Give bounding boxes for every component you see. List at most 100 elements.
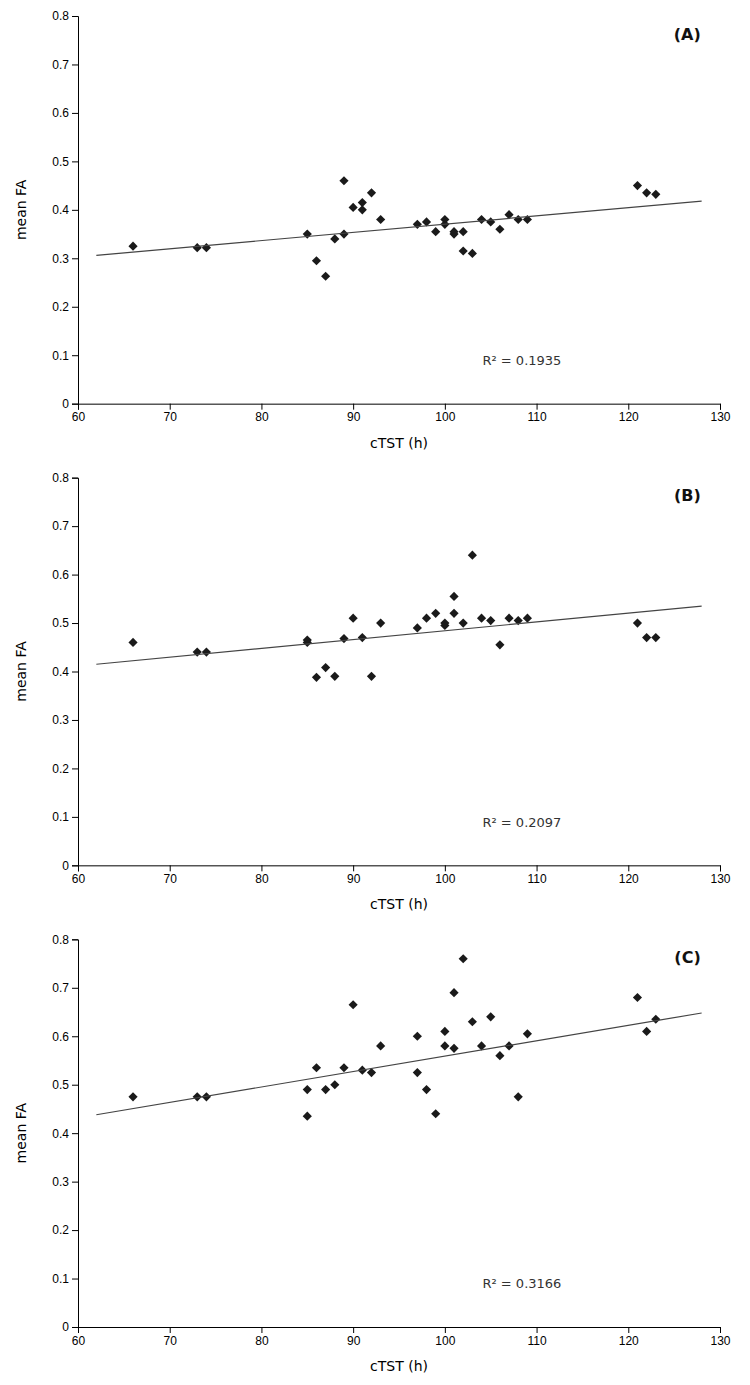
tick-label: 0.2 xyxy=(52,1223,69,1237)
tick: 0.5 xyxy=(52,1078,78,1092)
point xyxy=(495,640,504,649)
panel: 6070809010011012013000.10.20.30.40.50.60… xyxy=(13,933,731,1374)
point xyxy=(303,1085,312,1094)
point xyxy=(413,623,422,632)
point xyxy=(459,954,468,963)
tick-mark xyxy=(72,988,78,989)
point xyxy=(514,215,523,224)
plot-area xyxy=(96,176,701,281)
tick-mark xyxy=(720,404,721,410)
tick-label: 0.1 xyxy=(52,349,69,363)
tick-label: 90 xyxy=(347,410,361,424)
axis-line xyxy=(72,17,79,405)
point xyxy=(431,1109,440,1118)
tick-mark xyxy=(628,1327,629,1333)
tick: 100 xyxy=(435,865,455,886)
point xyxy=(202,243,211,252)
tick-mark xyxy=(261,404,262,410)
point xyxy=(413,1068,422,1077)
tick: 0.5 xyxy=(52,616,78,630)
point xyxy=(321,272,330,281)
point xyxy=(523,1029,532,1038)
point xyxy=(477,614,486,623)
tick-label: 110 xyxy=(528,1334,547,1348)
tick-label: 100 xyxy=(435,872,455,886)
tick-mark xyxy=(353,865,354,871)
tick-label: 70 xyxy=(164,410,178,424)
tick: 130 xyxy=(710,1327,730,1348)
tick-mark xyxy=(628,404,629,410)
tick-label: 80 xyxy=(255,410,269,424)
tick-mark xyxy=(72,404,78,405)
tick: 70 xyxy=(164,1327,178,1348)
tick-mark xyxy=(537,404,538,410)
panel-label: (B) xyxy=(674,486,701,505)
point xyxy=(413,1032,422,1041)
axis-line xyxy=(72,940,79,1328)
tick-label: 60 xyxy=(72,872,86,886)
point xyxy=(449,1044,458,1053)
point xyxy=(358,633,367,642)
tick-mark xyxy=(261,865,262,871)
r2-annotation: R² = 0.2097 xyxy=(482,815,561,830)
tick-mark xyxy=(72,64,78,65)
point xyxy=(459,618,468,627)
tick-label: 90 xyxy=(347,872,361,886)
x-axis: 60708090100110120130 xyxy=(72,1327,731,1348)
figure: 6070809010011012013000.10.20.30.40.50.60… xyxy=(0,0,750,1385)
tick-label: 0.5 xyxy=(52,1078,69,1092)
tick-mark xyxy=(628,865,629,871)
tick: 100 xyxy=(435,404,455,425)
tick-mark xyxy=(72,307,78,308)
regression-line xyxy=(96,201,701,255)
tick-label: 130 xyxy=(710,1334,730,1348)
tick-label: 0.5 xyxy=(52,155,69,169)
tick-mark xyxy=(72,478,78,479)
tick-label: 0.6 xyxy=(52,106,69,120)
tick-mark xyxy=(720,1327,721,1333)
y-axis: 00.10.20.30.40.50.60.70.8 xyxy=(52,9,78,411)
tick-mark xyxy=(72,1279,78,1280)
point xyxy=(523,614,532,623)
point xyxy=(486,217,495,226)
tick-mark xyxy=(72,1182,78,1183)
point xyxy=(495,1051,504,1060)
tick-mark xyxy=(170,1327,171,1333)
point xyxy=(128,638,137,647)
point xyxy=(367,188,376,197)
tick: 70 xyxy=(164,865,178,886)
plot-area xyxy=(96,551,701,682)
tick-mark xyxy=(537,865,538,871)
tick-mark xyxy=(170,404,171,410)
panel-label: (C) xyxy=(674,948,700,967)
point xyxy=(349,1000,358,1009)
tick-mark xyxy=(72,939,78,940)
tick-label: 0.3 xyxy=(52,1175,69,1189)
point xyxy=(504,614,513,623)
point xyxy=(633,618,642,627)
tick-label: 0.4 xyxy=(52,665,69,679)
tick-label: 100 xyxy=(435,410,455,424)
tick: 0.2 xyxy=(52,300,78,314)
tick: 80 xyxy=(255,404,269,425)
tick-mark xyxy=(720,865,721,871)
point xyxy=(376,215,385,224)
tick-label: 0 xyxy=(62,1320,69,1334)
point xyxy=(459,227,468,236)
tick-label: 0.6 xyxy=(52,1030,69,1044)
tick-label: 0.2 xyxy=(52,762,69,776)
tick-mark xyxy=(445,865,446,871)
x-axis: 60708090100110120130 xyxy=(72,404,731,425)
tick-mark xyxy=(72,817,78,818)
tick-mark xyxy=(72,526,78,527)
tick-label: 0.3 xyxy=(52,713,69,727)
tick-mark xyxy=(72,865,78,866)
point xyxy=(468,551,477,560)
x-axis-label: cTST (h) xyxy=(370,896,428,912)
tick: 0.1 xyxy=(52,810,78,824)
tick-label: 60 xyxy=(72,1334,86,1348)
plot-area xyxy=(96,954,701,1121)
point xyxy=(413,220,422,229)
point xyxy=(330,1080,339,1089)
tick: 0.3 xyxy=(52,713,78,727)
